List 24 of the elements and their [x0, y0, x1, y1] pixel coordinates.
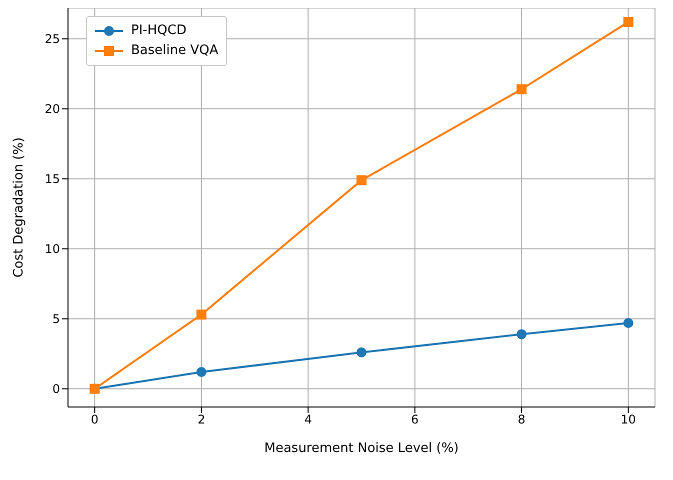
- x-tick-label: 10: [620, 412, 636, 427]
- y-tick-label: 0: [52, 382, 60, 396]
- y-tick-label: 20: [44, 102, 60, 116]
- point: [356, 175, 366, 186]
- point: [196, 367, 206, 377]
- x-tick-label: 4: [304, 412, 312, 427]
- y-tick-label: 15: [44, 172, 60, 186]
- y-tick-label: 25: [44, 32, 60, 46]
- x-tick-label: 0: [90, 412, 98, 427]
- y-tick-label: 5: [52, 312, 60, 326]
- legend-label: Baseline VQA: [131, 42, 218, 60]
- x-tick-label: 2: [198, 412, 206, 427]
- point: [196, 310, 206, 320]
- point: [623, 17, 634, 27]
- y-axis-title: Cost Degradation (%): [12, 137, 27, 278]
- y-tick-label: 10: [44, 242, 60, 256]
- point: [623, 318, 634, 328]
- point: [516, 329, 527, 340]
- legend-label: PI-HQCD: [131, 22, 186, 40]
- x-axis-title: Measurement Noise Level (%): [264, 441, 459, 456]
- point: [516, 84, 527, 94]
- point: [356, 347, 366, 358]
- x-tick-label: 6: [411, 412, 419, 427]
- x-tick-label: 8: [518, 412, 526, 427]
